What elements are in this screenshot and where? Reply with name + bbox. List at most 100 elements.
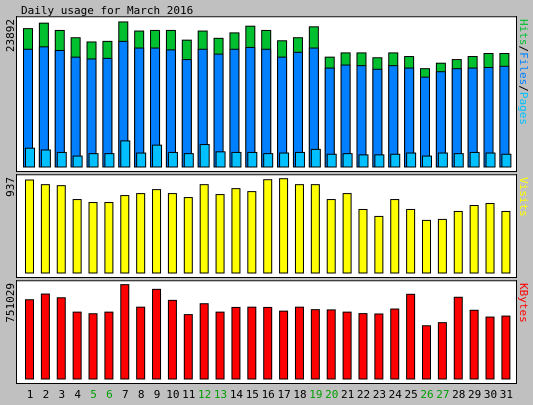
bar-files [372,68,383,168]
bar-kbytes [342,311,352,380]
bar-files [324,67,335,168]
bar-visits [422,219,431,274]
bar-kbytes [453,296,463,380]
bar-visits [183,197,193,274]
bar-kbytes [358,313,368,380]
bar-visits [231,188,241,274]
y-max-label: 23892 [4,19,17,52]
bar-pages [501,153,512,168]
bar-kbytes [279,310,289,380]
x-tick-label: 9 [154,388,161,401]
bar-pages [136,152,147,168]
bar-pages [40,149,51,168]
x-tick-label: 16 [262,388,275,401]
bar-pages [279,152,290,168]
legend-kbytes: KBytes [517,283,530,323]
bar-visits [88,202,98,274]
bar-kbytes [501,315,511,380]
bar-files [102,57,113,168]
x-tick-label: 11 [182,388,195,401]
bar-kbytes [310,309,320,380]
bar-pages [25,147,35,168]
panel-hits-files-pages: 23892 Hits/Files/Pages [4,16,530,172]
legend-hits: Hits [517,19,530,46]
bar-visits [358,208,368,274]
bar-pages [104,153,115,168]
legend-visits: Visits [517,177,530,217]
x-axis-labels: 1 2 3 4 5 6 7 8 9 10 11 12 13 14 15 16 17 18 19 20 21 22 23 24 2… [27,388,513,401]
bar-visits [485,203,495,274]
bar-visits [215,194,225,274]
x-tick-label: 18 [293,388,306,401]
bar-visits [437,218,447,274]
bar-pages [390,153,401,168]
x-tick-label: 13 [214,388,227,401]
bar-visits [310,184,320,274]
x-tick-label: 15 [246,388,259,401]
bar-visits [326,199,336,274]
bar-kbytes [326,309,336,380]
bar-kbytes [72,311,82,380]
bar-files [38,46,49,168]
x-tick-label: 31 [500,388,513,401]
x-tick-label: 3 [58,388,65,401]
x-tick-label: 20 [325,388,338,401]
bar-files [499,65,510,168]
bar-visits [247,191,257,274]
bar-kbytes [136,306,146,380]
legend-pages: Pages [517,92,530,125]
bar-visits [25,179,34,274]
bar-kbytes [183,314,193,380]
x-tick-label: 4 [74,388,81,401]
x-tick-label: 29 [468,388,481,401]
bar-visits [390,199,400,274]
x-tick-label: 12 [198,388,211,401]
bar-pages [183,153,194,168]
bar-visits [104,202,114,274]
bar-kbytes [437,322,447,380]
bar-kbytes [469,309,479,380]
bar-files [356,65,367,168]
legend-separator: / [517,46,530,53]
bar-pages [72,155,83,168]
x-tick-label: 19 [309,388,322,401]
bar-kbytes [120,284,130,380]
bar-pages [326,153,337,168]
x-tick-label: 7 [122,388,129,401]
bar-files [229,48,240,168]
bar-visits [294,184,304,274]
bar-kbytes [199,303,209,380]
bar-kbytes [406,293,416,380]
x-tick-label: 27 [436,388,449,401]
bar-files [420,76,430,168]
bar-pages [422,155,432,168]
bar-kbytes [56,297,66,380]
bar-pages [342,153,353,168]
legend-separator: / [517,85,530,92]
bar-visits [469,205,479,274]
bar-pages [167,151,178,168]
bar-pages [263,153,274,168]
bar-files [277,56,288,168]
x-tick-label: 17 [277,388,290,401]
x-tick-label: 26 [420,388,433,401]
bar-visits [406,208,416,274]
bar-files [451,68,462,168]
x-tick-label: 25 [404,388,417,401]
x-tick-label: 22 [357,388,370,401]
bar-visits [136,193,146,274]
bar-visits [453,210,463,274]
bar-pages [88,153,99,168]
bar-kbytes [374,313,384,380]
bar-kbytes [40,293,50,380]
bar-kbytes [25,299,34,380]
x-tick-label: 5 [90,388,97,401]
legend: KBytes [517,283,530,323]
bar-files [213,53,224,168]
bar-visits [167,193,177,274]
bar-kbytes [152,288,162,380]
bar-pages [215,151,226,168]
bar-pages [231,151,242,168]
chart-title: Daily usage for March 2016 [21,4,193,17]
bar-pages [294,151,305,168]
